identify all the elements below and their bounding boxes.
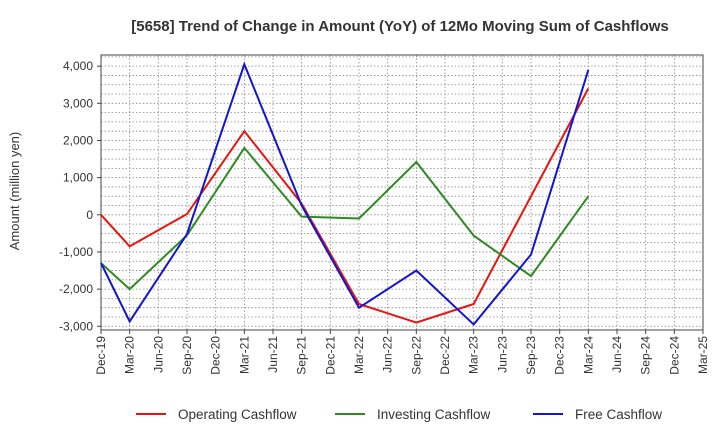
x-tick-label: Mar-24 [581,336,595,374]
y-tick-label: 0 [86,208,93,222]
series-line-investing-cashflow [100,146,590,291]
x-tick-label: Dec-24 [667,336,681,375]
x-tick-label: Mar-23 [467,336,481,374]
x-tick-label: Jun-22 [381,336,395,373]
x-tick-label: Dec-22 [438,336,452,375]
x-tick-label: Jun-23 [495,336,509,373]
x-tick-label: Sep-22 [409,336,423,375]
legend-label-investing-cashflow: Investing Cashflow [377,407,491,422]
y-tick-label: -2,000 [59,282,93,296]
x-tick-label: Jun-21 [266,336,280,373]
x-tick-label: Dec-20 [209,336,223,375]
plot-frame [100,54,704,331]
y-tick-label: -1,000 [59,245,93,259]
x-tick-label: Mar-25 [696,336,710,374]
series-line-free-cashflow [100,61,590,326]
legend: Operating Cashflow Investing Cashflow Free… [136,407,662,422]
grid [100,55,704,330]
y-tick-label: 3,000 [63,96,93,110]
chart-title: [5658] Trend of Change in Amount (YoY) o… [131,18,669,35]
y-axis-label: Amount (million yen) [7,132,22,251]
x-tick-label: Sep-20 [180,336,194,375]
x-tick-labels: Dec-19 Mar-20 Jun-20 Sep-20 Dec-20 Mar-21 Jun-… [94,330,710,375]
legend-label-operating-cashflow: Operating Cashflow [178,407,297,422]
x-tick-label: Jun-24 [610,336,624,373]
x-tick-label: Dec-23 [553,336,567,375]
y-tick-label: 4,000 [63,59,93,73]
x-tick-label: Dec-21 [323,336,337,375]
y-tick-labels: 4,000 3,000 2,000 1,000 0 -1,000 -2,000 -3,000 [59,59,101,333]
x-tick-label: Jun-20 [151,336,165,373]
series-line-operating-cashflow [100,87,590,324]
y-tick-label: 1,000 [63,171,93,185]
x-tick-label: Mar-22 [352,336,366,374]
x-tick-label: Mar-21 [237,336,251,374]
x-tick-label: Sep-23 [524,336,538,375]
x-tick-label: Sep-21 [295,336,309,375]
y-tick-label: -3,000 [59,319,93,333]
series-lines [100,61,590,326]
y-tick-label: 2,000 [63,133,93,147]
x-tick-label: Mar-20 [123,336,137,374]
x-tick-label: Sep-24 [639,336,653,375]
x-tick-label: Dec-19 [94,336,108,375]
legend-label-free-cashflow: Free Cashflow [575,407,662,422]
